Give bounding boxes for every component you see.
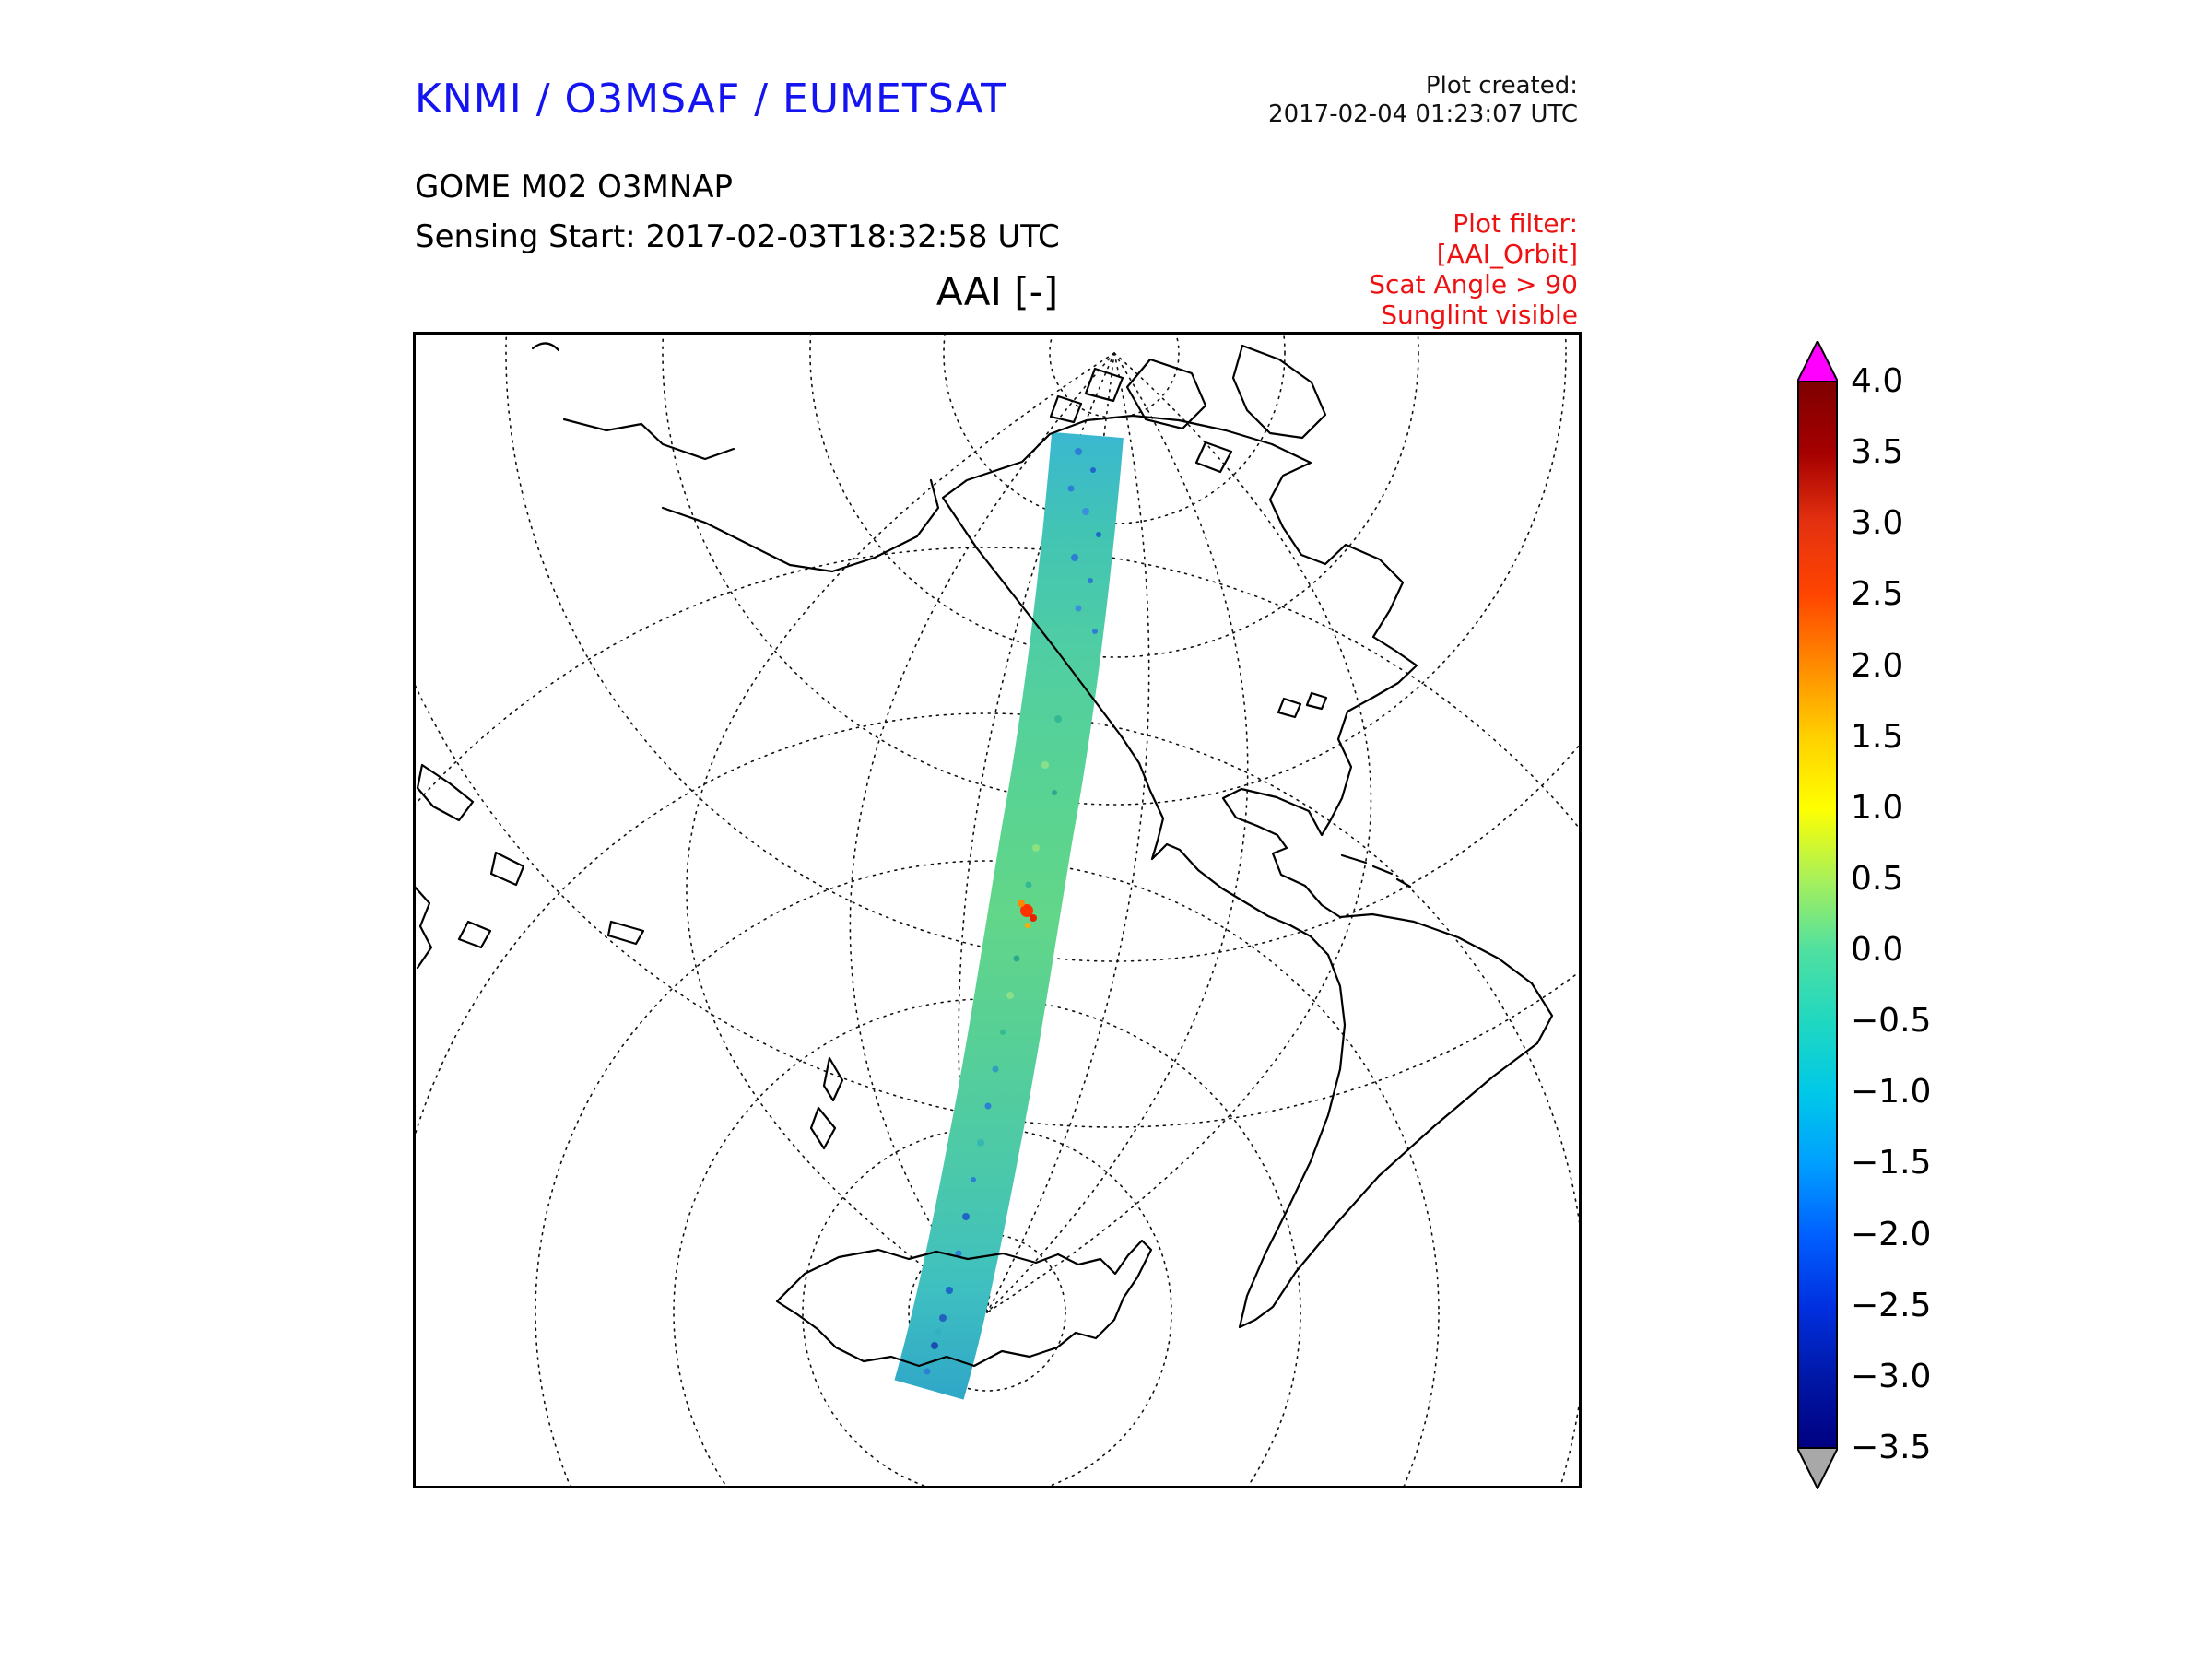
colorbar-gradient [1797,381,1838,1449]
colorbar-tick: 3.5 [1851,433,1904,472]
satellite-swath [894,431,1124,1400]
colorbar-over-arrow-icon [1795,338,1840,382]
plot-filter-line: Scat Angle > 90 [1369,269,1578,300]
colorbar-tick: −2.0 [1851,1215,1932,1253]
colorbar-tick: 0.5 [1851,859,1904,898]
map-canvas [221,0,1889,1659]
colorbar-tick: 0.0 [1851,931,1904,969]
plot-filter-line: Plot filter: [1453,208,1578,239]
colorbar-tick: −0.5 [1851,1002,1932,1041]
map-frame [413,332,1582,1488]
colorbar-tick: −3.0 [1851,1357,1932,1395]
organisation-title: KNMI / O3MSAF / EUMETSAT [415,76,1006,123]
colorbar-tick: 3.0 [1851,504,1904,543]
colorbar-tick: 1.0 [1851,788,1904,827]
colorbar-tick: −3.5 [1851,1428,1932,1466]
plot-created-label: Plot created: [1425,72,1578,100]
map-title: AAI [-] [935,269,1059,314]
anomaly-spot [1018,900,1037,928]
plot-filter-block: Plot filter: [AAI_Orbit] Scat Angle > 90… [1369,208,1578,330]
colorbar-tick: 2.5 [1851,575,1904,614]
plot-filter-line: [AAI_Orbit] [1436,239,1578,269]
colorbar-tick: 4.0 [1851,362,1904,400]
sensing-start: Sensing Start: 2017-02-03T18:32:58 UTC [415,218,1060,255]
product-name: GOME M02 O3MNAP [415,169,734,206]
colorbar-tick: −2.5 [1851,1286,1932,1324]
plot-filter-line: Sunglint visible [1381,300,1578,330]
world-map [221,0,1889,1659]
plot-created-block: Plot created: 2017-02-04 01:23:07 UTC [1268,72,1578,129]
colorbar-tick-labels: 4.0 3.5 3.0 2.5 2.0 1.5 1.0 0.5 0.0 −0.5… [1851,360,1971,1469]
colorbar-tick: −1.0 [1851,1073,1932,1112]
swath-noise-speckles [924,448,1101,1375]
colorbar [1795,338,1840,1491]
colorbar-tick: −1.5 [1851,1144,1932,1182]
colorbar-tick: 2.0 [1851,646,1904,685]
coastlines [411,342,1554,1368]
colorbar-under-arrow-icon [1795,1447,1840,1491]
colorbar-tick: 1.5 [1851,717,1904,756]
plot-created-timestamp: 2017-02-04 01:23:07 UTC [1268,100,1578,128]
